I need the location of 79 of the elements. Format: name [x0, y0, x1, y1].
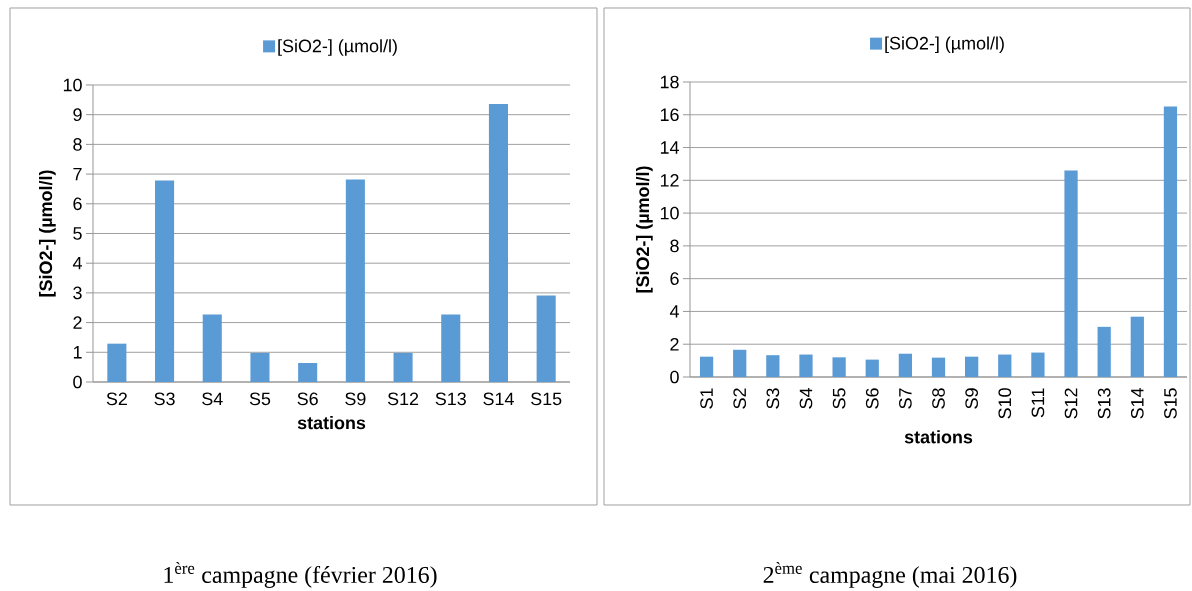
x-tick-label: S2 [106, 392, 127, 406]
y-tick-label: 14 [660, 141, 679, 154]
x-tick-label: S11 [1031, 388, 1045, 418]
x-tick-label: S4 [799, 387, 813, 409]
x-tick-label: S9 [345, 392, 366, 406]
x-tick-label: S10 [998, 388, 1012, 419]
bar [1097, 326, 1111, 377]
y-axis-title: [SiO2-] (µmol/l) [635, 166, 653, 293]
y-tick-label: 10 [63, 78, 82, 92]
y-tick-label: 2 [73, 316, 82, 329]
y-axis-title: [SiO2-] (µmol/l) [38, 170, 56, 297]
bar [799, 354, 813, 377]
bar [865, 359, 879, 377]
bar [699, 356, 714, 377]
bar [488, 103, 508, 382]
bar [832, 357, 846, 377]
x-tick-label: S14 [483, 392, 514, 406]
x-axis-title: stations [297, 415, 366, 430]
x-tick-label: S1 [700, 388, 713, 409]
bar [766, 355, 780, 377]
x-tick-label: S3 [766, 388, 780, 409]
x-tick-label: S12 [1064, 388, 1078, 419]
y-tick-label: 12 [660, 173, 679, 187]
y-tick-label: 6 [670, 272, 679, 285]
x-tick-label: S6 [297, 392, 318, 406]
x-tick-label: S13 [1097, 388, 1111, 419]
y-tick-label: 2 [670, 337, 679, 351]
y-tick-label: 6 [73, 197, 82, 211]
x-tick-label: S8 [932, 388, 945, 409]
x-tick-label: S14 [1130, 387, 1144, 419]
bar [155, 180, 175, 382]
x-tick-label: S13 [435, 392, 466, 406]
bar [536, 295, 556, 382]
x-tick-label: S5 [249, 392, 271, 406]
bar [1031, 352, 1045, 377]
bar [1163, 106, 1178, 377]
bar [965, 356, 979, 377]
bar [441, 314, 461, 382]
bar [298, 362, 318, 382]
bar [931, 357, 946, 377]
text: 1$^{ère}$ campagne (février 2016) [164, 561, 437, 588]
bar [345, 179, 365, 382]
x-tick-label: S15 [531, 392, 562, 406]
x-tick-label: S7 [899, 388, 912, 409]
y-tick-label: 16 [660, 108, 679, 122]
bar [107, 343, 127, 382]
text: 2$^{ème}$ campagne (mai 2016) [763, 561, 1017, 588]
y-tick-label: 9 [73, 108, 82, 121]
bar [202, 314, 222, 382]
y-tick-label: 1 [73, 346, 82, 359]
legend-label: [SiO2-] (µmol/l) [885, 36, 1004, 54]
bar [998, 354, 1012, 377]
x-tick-label: S12 [387, 392, 419, 406]
y-tick-label: 0 [73, 375, 82, 389]
x-tick-label: S3 [154, 392, 175, 406]
bar [898, 353, 913, 377]
y-tick-label: 3 [73, 286, 82, 300]
x-tick-label: S9 [965, 388, 978, 409]
x-tick-label: S6 [865, 388, 879, 409]
y-tick-label: 0 [670, 370, 679, 384]
x-tick-label: S4 [202, 392, 223, 406]
y-tick-label: 8 [73, 137, 82, 151]
bar [250, 352, 270, 382]
bar [393, 352, 413, 382]
x-tick-label: S2 [733, 388, 747, 409]
y-tick-label: 10 [660, 206, 679, 220]
y-tick-label: 4 [669, 305, 679, 318]
x-axis-title: stations [904, 430, 973, 444]
x-tick-label: S15 [1164, 388, 1177, 419]
y-tick-label: 4 [72, 256, 82, 270]
y-tick-label: 5 [73, 227, 82, 240]
y-tick-label: 7 [73, 167, 82, 181]
legend-label: [SiO2-] (µmol/l) [278, 39, 397, 56]
y-tick-label: 18 [660, 75, 679, 89]
x-tick-label: S5 [832, 388, 846, 409]
bar [733, 349, 747, 377]
bar [1130, 316, 1144, 377]
y-tick-label: 8 [670, 239, 679, 253]
bar [1064, 170, 1078, 377]
